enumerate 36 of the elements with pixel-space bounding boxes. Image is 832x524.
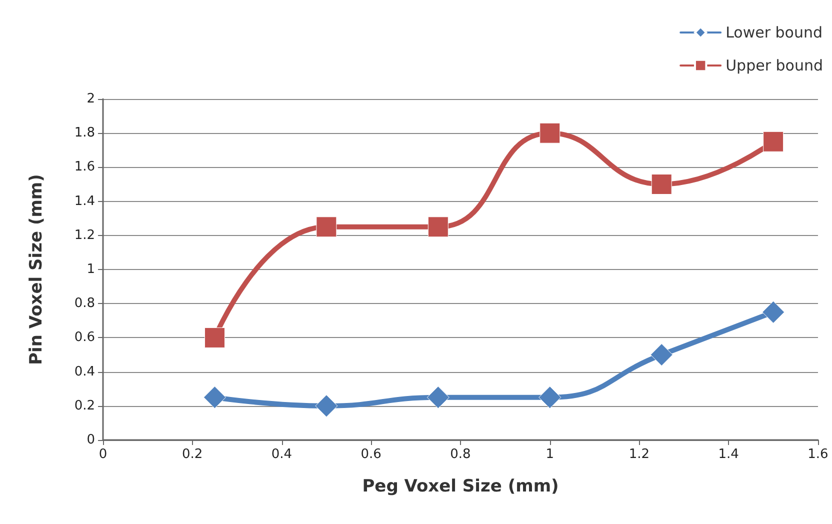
y-tick-label: 1.2 <box>74 228 95 243</box>
x-tick-label: 0.2 <box>182 447 203 462</box>
y-axis-title: Pin Voxel Size (mm) <box>26 174 46 365</box>
point <box>428 216 448 238</box>
legend-label: Lower bound <box>726 24 823 42</box>
y-tick-label: 0.2 <box>74 398 95 414</box>
point <box>203 386 226 409</box>
x-tick-label: 0.6 <box>360 447 382 462</box>
x-tick-label: 1.4 <box>718 447 739 462</box>
legend-label: Upper bound <box>726 56 824 74</box>
x-axis-title: Peg Voxel Size (mm) <box>362 476 559 496</box>
point <box>540 122 560 144</box>
x-tick-label: 1.2 <box>628 447 650 462</box>
point <box>315 394 338 418</box>
point <box>538 386 562 409</box>
point <box>316 216 337 238</box>
point <box>763 131 784 152</box>
point <box>426 386 450 409</box>
point <box>651 174 672 194</box>
y-tick-label: 0.4 <box>74 364 95 380</box>
x-tick-label: 1.6 <box>808 447 828 462</box>
x-tick-label: 0.4 <box>271 447 292 462</box>
y-tick-label: 1.6 <box>74 160 95 175</box>
y-tick-label: 0.6 <box>74 330 95 346</box>
y-tick-label: 2 <box>86 92 95 106</box>
point <box>650 344 673 366</box>
y-tick-label: 0.8 <box>74 296 95 312</box>
y-tick-label: 0 <box>86 432 95 448</box>
x-tick-label: 0 <box>98 447 108 462</box>
y-tick-label: 1 <box>86 262 95 277</box>
y-tick-label: 1.8 <box>74 126 95 141</box>
x-tick-label: 0.8 <box>450 447 471 462</box>
point <box>762 300 785 324</box>
x-tick-label: 1 <box>546 447 554 462</box>
y-tick-label: 1.4 <box>74 194 95 209</box>
point <box>204 327 225 348</box>
